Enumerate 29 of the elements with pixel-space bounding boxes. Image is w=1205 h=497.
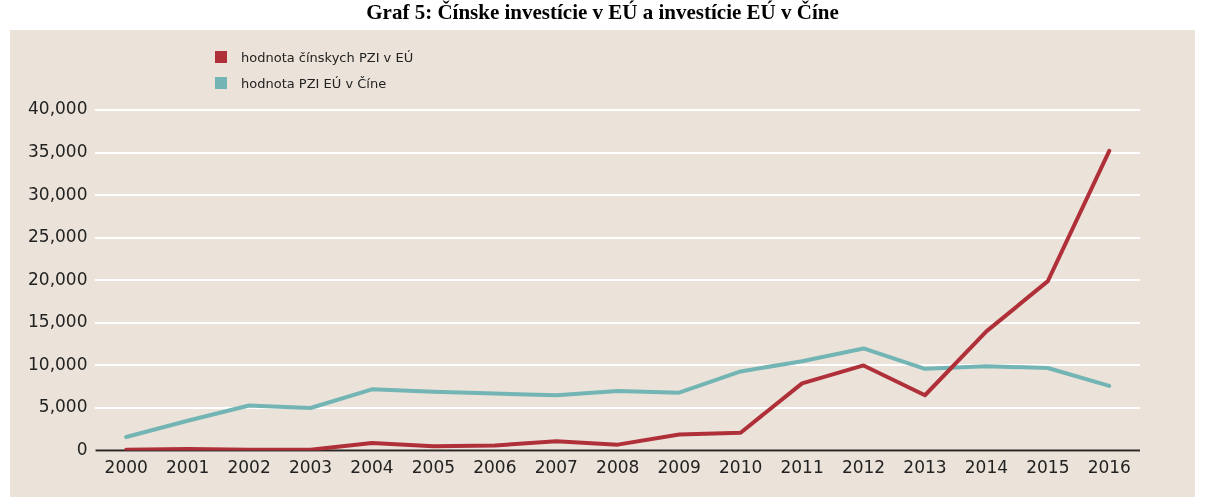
x-tick-label: 2001 bbox=[166, 457, 210, 478]
y-tick-label: 10,000 bbox=[28, 353, 88, 374]
x-tick-label: 2002 bbox=[227, 457, 271, 478]
x-tick-label: 2012 bbox=[841, 457, 886, 478]
x-tick-label: 2010 bbox=[718, 457, 763, 478]
x-tick-label: 2011 bbox=[780, 457, 824, 478]
x-tick-label: 2000 bbox=[104, 457, 148, 478]
y-tick-label: 30,000 bbox=[28, 183, 88, 204]
y-tick-label: 15,000 bbox=[28, 311, 88, 332]
x-tick-label: 2014 bbox=[964, 457, 1009, 478]
x-tick-label: 2006 bbox=[473, 457, 517, 478]
x-tick-label: 2005 bbox=[411, 457, 456, 478]
x-tick-label: 2008 bbox=[596, 457, 640, 478]
y-tick-label: 40,000 bbox=[28, 98, 88, 119]
x-tick-label: 2015 bbox=[1026, 457, 1070, 478]
legend-label: hodnota čínskych PZI v EÚ bbox=[241, 49, 414, 65]
x-tick-label: 2004 bbox=[350, 457, 394, 478]
x-tick-label: 2007 bbox=[534, 457, 578, 478]
chart-title: Graf 5: Čínske investície v EÚ a investície EÚ v Číne bbox=[365, 0, 840, 26]
x-tick-label: 2013 bbox=[903, 457, 947, 478]
y-tick-label: 35,000 bbox=[28, 141, 88, 161]
x-tick-label: 2003 bbox=[288, 457, 333, 478]
x-tick-label: 2016 bbox=[1087, 457, 1131, 478]
y-tick-label: 20,000 bbox=[28, 268, 88, 289]
x-tick-label: 2009 bbox=[657, 457, 701, 478]
y-tick-label: 25,000 bbox=[28, 226, 88, 247]
y-tick-label: 0 bbox=[76, 439, 88, 460]
y-tick-label: 5,000 bbox=[38, 396, 88, 417]
legend-label: hodnota PZI EÚ v Číne bbox=[241, 75, 387, 91]
